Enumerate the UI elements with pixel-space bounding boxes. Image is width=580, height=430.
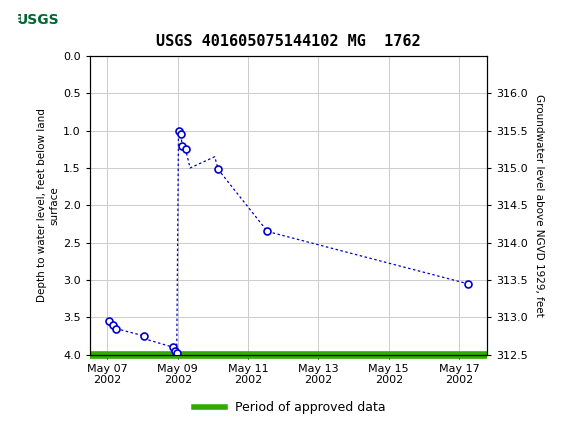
FancyBboxPatch shape [3,3,72,37]
Text: ≡: ≡ [6,10,22,29]
Legend: Period of approved data: Period of approved data [189,396,391,419]
Text: USGS: USGS [16,13,59,27]
Y-axis label: Groundwater level above NGVD 1929, feet: Groundwater level above NGVD 1929, feet [534,94,543,317]
Y-axis label: Depth to water level, feet below land
surface: Depth to water level, feet below land su… [37,108,59,302]
Title: USGS 401605075144102 MG  1762: USGS 401605075144102 MG 1762 [156,34,421,49]
